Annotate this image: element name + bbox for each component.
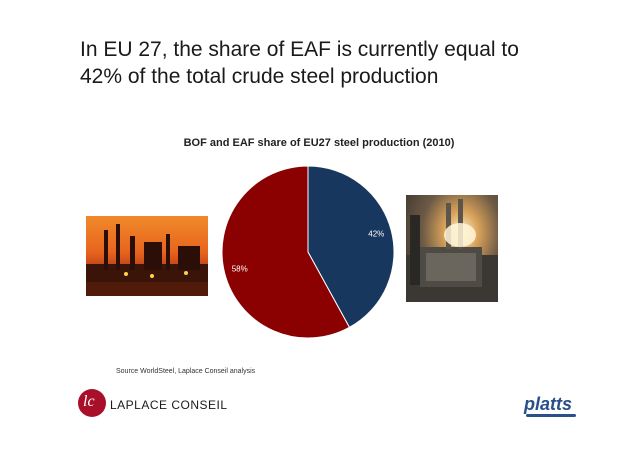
source-note: Source WorldSteel, Laplace Conseil analy… — [116, 368, 256, 375]
slide-title-line-2: 42% of the total crude steel production — [80, 65, 439, 88]
pie-slice-0 — [307, 165, 395, 329]
industrial-plant-sunset-illustration — [86, 224, 208, 296]
pie-slice-label-1: 58% — [232, 265, 248, 274]
slide-title-line-1: In EU 27, the share of EAF is currently … — [80, 38, 519, 61]
laplace-conseil-logo: lc LAPLACE CONSEIL — [78, 389, 227, 419]
pie-slice-1 — [221, 165, 351, 339]
chart-title: BOF and EAF share of EU27 steel producti… — [183, 137, 455, 149]
platts-wordmark: platts — [524, 394, 573, 414]
slide-title: In EU 27, the share of EAF is currently … — [80, 36, 600, 90]
electric-arc-furnace-photo — [406, 195, 498, 302]
platts-swoosh-icon — [526, 414, 576, 417]
platts-logo: platts — [524, 394, 580, 420]
electric-arc-furnace-illustration — [406, 199, 498, 302]
pie-slice-label-0: 42% — [368, 230, 384, 239]
laplace-wordmark: LAPLACE CONSEIL — [110, 398, 228, 412]
industrial-plant-sunset-photo — [86, 216, 208, 296]
laplace-mark-icon: lc — [78, 389, 106, 417]
